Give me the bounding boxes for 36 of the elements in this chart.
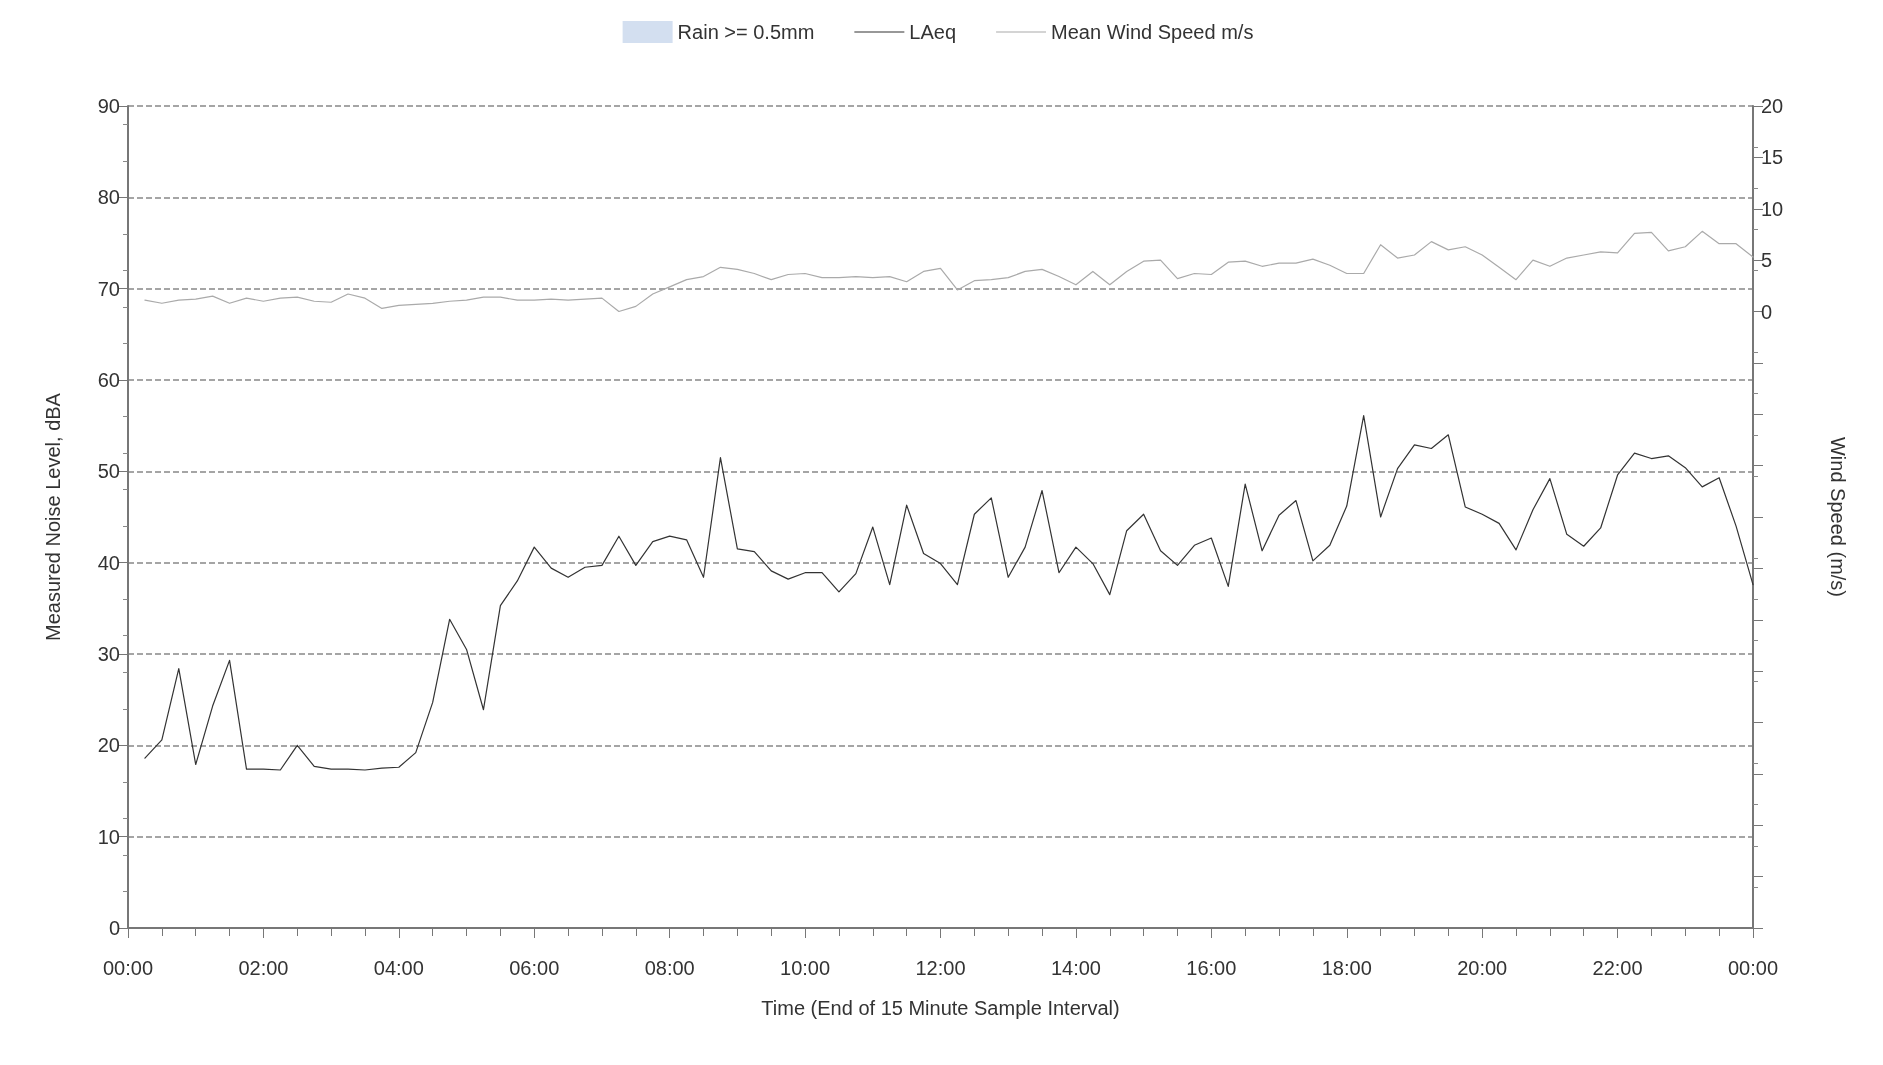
x-tick-label: 12:00 — [915, 957, 966, 979]
legend-label: Mean Wind Speed m/s — [1051, 21, 1254, 43]
x-tick-label: 00:00 — [102, 957, 154, 979]
line-series — [144, 415, 1754, 771]
x-tick-label: 20:00 — [1457, 957, 1508, 979]
x-tick-label: 16:00 — [1186, 957, 1237, 979]
y-tick-label: 20 — [97, 734, 120, 757]
y-tick-label: 70 — [97, 277, 120, 300]
y2-tick-label: 15 — [1761, 146, 1784, 169]
y-tick-label: 90 — [97, 95, 120, 117]
line-series — [144, 230, 1754, 313]
y2-tick-label: 20 — [1761, 95, 1784, 117]
y-tick-label: 30 — [97, 643, 120, 665]
y-tick-label: 0 — [108, 917, 120, 939]
x-axis-title: Time (End of 15 Minute Sample Interval) — [761, 997, 1120, 1019]
legend-label: LAeq — [909, 21, 957, 43]
y2-tick-label: 5 — [1761, 249, 1773, 272]
x-tick-label: 18:00 — [1321, 957, 1372, 979]
x-tick-label: 22:00 — [1592, 957, 1643, 979]
y2-tick-label: 10 — [1761, 197, 1784, 220]
x-tick-label: 04:00 — [373, 957, 424, 979]
y-tick-label: 60 — [97, 369, 120, 391]
x-tick-label: 14:00 — [1050, 957, 1101, 979]
x-tick-label: 02:00 — [238, 957, 289, 979]
x-tick-label: 08:00 — [644, 957, 695, 979]
y-tick-label: 40 — [97, 551, 120, 574]
x-tick-label: 06:00 — [509, 957, 560, 979]
x-tick-label: 10:00 — [780, 957, 831, 979]
y-tick-label: 80 — [97, 186, 120, 209]
y-tick-label: 50 — [97, 460, 120, 483]
y2-axis-title: Wind Speed (m/s) — [1827, 436, 1849, 598]
y2-tick-label: 0 — [1761, 300, 1773, 323]
y-axis-title: Measured Noise Level, dBA — [42, 392, 64, 641]
legend-label: Rain >= 0.5mm — [677, 21, 815, 43]
y-tick-label: 10 — [97, 825, 120, 848]
x-tick-label: 00:00 — [1727, 957, 1779, 979]
